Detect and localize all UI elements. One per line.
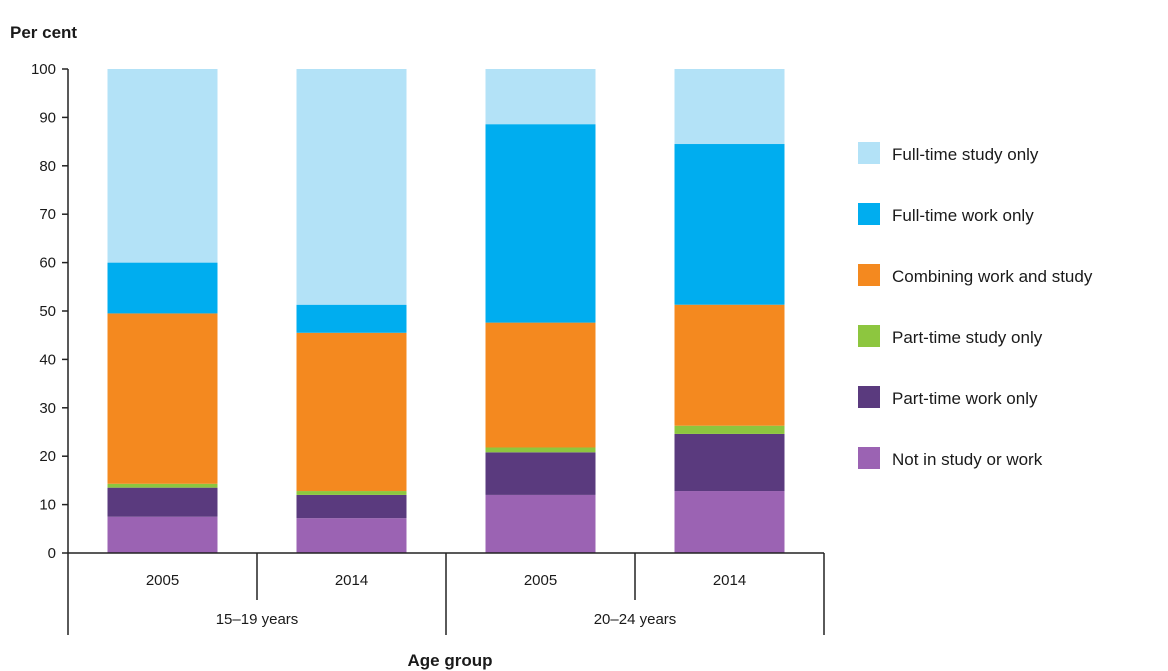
legend-label: Full-time study only <box>892 145 1039 164</box>
bar-segment <box>485 452 596 495</box>
bar-segment <box>296 494 407 519</box>
bar-segment <box>296 491 407 495</box>
bar-segment <box>107 483 218 488</box>
bars <box>107 69 785 553</box>
bar-segment <box>485 322 596 448</box>
y-tick-label: 50 <box>39 303 56 320</box>
bar-segment <box>674 69 785 145</box>
y-axis-label: Per cent <box>10 23 77 42</box>
x-axis: 2005 2014 15–19 years 2005 2014 20–24 years <box>67 552 825 635</box>
legend-swatch <box>858 264 880 286</box>
legend-swatch <box>858 203 880 225</box>
bar-segment <box>296 518 407 553</box>
y-tick-label: 70 <box>39 206 56 223</box>
x-category-label: 2014 <box>335 572 368 589</box>
legend-swatch <box>858 386 880 408</box>
y-axis: 0 10 20 30 40 50 60 70 80 90 100 <box>31 61 69 562</box>
bar-segment <box>107 262 218 314</box>
legend-label: Part-time study only <box>892 328 1043 347</box>
bar-segment <box>674 144 785 305</box>
bar-segment <box>674 491 785 553</box>
bar-segment <box>485 124 596 323</box>
bar-segment <box>296 332 407 492</box>
bar-segment <box>296 69 407 305</box>
bar-segment <box>107 313 218 484</box>
legend-label: Part-time work only <box>892 389 1038 408</box>
legend-swatch <box>858 325 880 347</box>
x-category-label: 2014 <box>713 572 746 589</box>
bar-segment <box>674 433 785 492</box>
bar-segment <box>485 447 596 453</box>
bar-segment <box>485 69 596 125</box>
bar-segment <box>107 487 218 517</box>
y-tick-label: 90 <box>39 109 56 126</box>
bar-segment <box>296 304 407 333</box>
legend-label: Combining work and study <box>892 267 1093 286</box>
bar-segment <box>107 69 218 263</box>
legend-label: Not in study or work <box>892 450 1043 469</box>
bar-segment <box>107 516 218 553</box>
y-tick-label: 60 <box>39 255 56 272</box>
x-category-label: 2005 <box>146 572 179 589</box>
x-category-label: 2005 <box>524 572 557 589</box>
legend-swatch <box>858 142 880 164</box>
legend-swatch <box>858 447 880 469</box>
legend-label: Full-time work only <box>892 206 1034 225</box>
x-axis-label: Age group <box>408 651 493 670</box>
y-tick-label: 30 <box>39 400 56 417</box>
y-tick-label: 0 <box>48 545 56 562</box>
y-tick-label: 20 <box>39 448 56 465</box>
legend: Full-time study only Full-time work only C… <box>858 142 1093 469</box>
x-group-label: 15–19 years <box>216 611 299 628</box>
y-tick-label: 100 <box>31 61 56 78</box>
y-tick-label: 40 <box>39 351 56 368</box>
bar-segment <box>674 304 785 426</box>
bar-segment <box>485 494 596 553</box>
y-tick-label: 10 <box>39 497 56 514</box>
bar-segment <box>674 425 785 434</box>
x-group-label: 20–24 years <box>594 611 677 628</box>
y-tick-label: 80 <box>39 158 56 175</box>
